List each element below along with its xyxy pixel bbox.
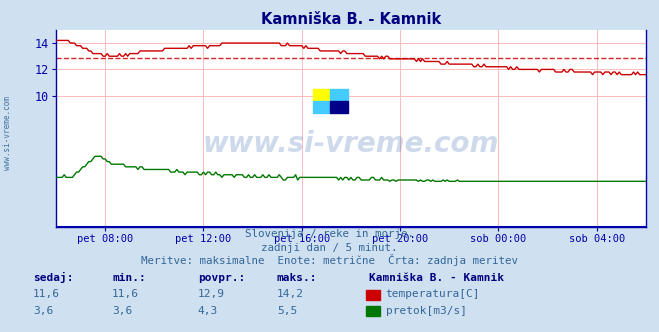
Text: 3,6: 3,6 (112, 306, 132, 316)
Text: min.:: min.: (112, 273, 146, 283)
Text: maks.:: maks.: (277, 273, 317, 283)
Text: zadnji dan / 5 minut.: zadnji dan / 5 minut. (261, 243, 398, 253)
Text: temperatura[C]: temperatura[C] (386, 289, 480, 299)
Text: 12,9: 12,9 (198, 289, 225, 299)
Text: 11,6: 11,6 (33, 289, 60, 299)
Text: 14,2: 14,2 (277, 289, 304, 299)
Text: 3,6: 3,6 (33, 306, 53, 316)
Bar (312, 101, 330, 113)
Bar (330, 89, 348, 101)
Text: pretok[m3/s]: pretok[m3/s] (386, 306, 467, 316)
Bar (330, 101, 348, 113)
Text: 4,3: 4,3 (198, 306, 218, 316)
Text: Kamniška B. - Kamnik: Kamniška B. - Kamnik (369, 273, 504, 283)
Text: Slovenija / reke in morje.: Slovenija / reke in morje. (245, 229, 414, 239)
Text: sedaj:: sedaj: (33, 272, 73, 283)
Bar (312, 89, 330, 101)
Title: Kamniška B. - Kamnik: Kamniška B. - Kamnik (261, 12, 441, 27)
Text: www.si-vreme.com: www.si-vreme.com (3, 96, 13, 170)
Text: 5,5: 5,5 (277, 306, 297, 316)
Text: 11,6: 11,6 (112, 289, 139, 299)
Text: www.si-vreme.com: www.si-vreme.com (203, 130, 499, 158)
Text: Meritve: maksimalne  Enote: metrične  Črta: zadnja meritev: Meritve: maksimalne Enote: metrične Črta… (141, 254, 518, 266)
Text: povpr.:: povpr.: (198, 273, 245, 283)
